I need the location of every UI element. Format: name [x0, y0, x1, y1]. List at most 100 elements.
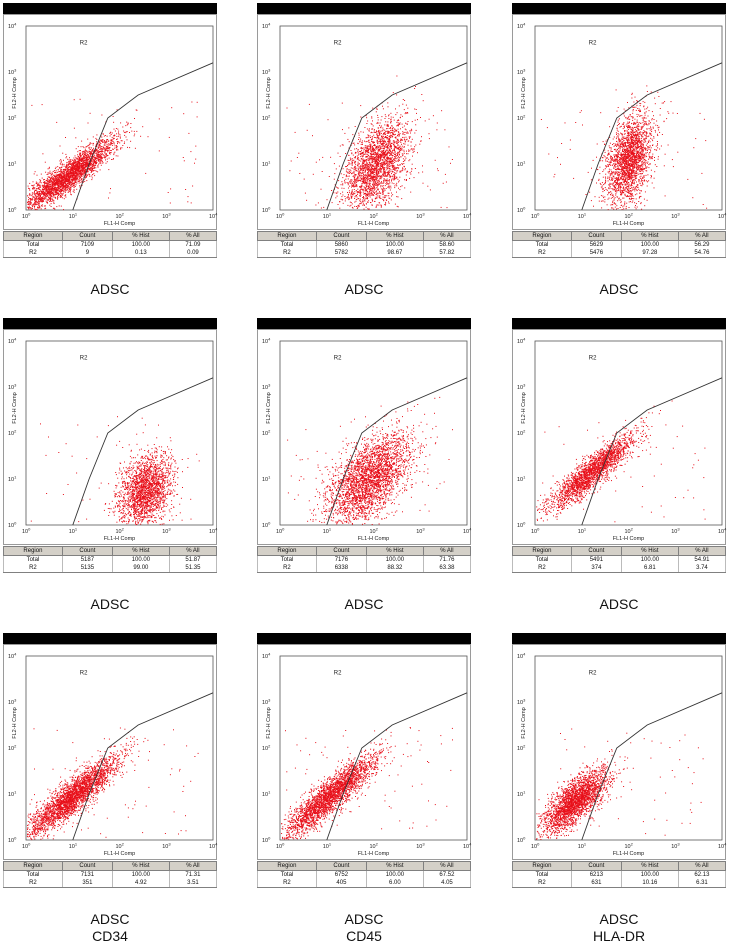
- event-dot: [364, 159, 366, 161]
- event-dot: [50, 196, 52, 198]
- event-dot: [376, 175, 378, 177]
- stats-cell: R2: [3, 249, 63, 258]
- event-dot: [397, 147, 399, 149]
- event-dot: [388, 114, 390, 116]
- event-dot: [39, 184, 41, 186]
- y-axis-label: FL2-H Comp: [12, 77, 18, 108]
- event-dot: [383, 132, 384, 134]
- event-dot: [72, 167, 74, 169]
- event-dot: [80, 170, 82, 172]
- event-dot: [43, 181, 45, 183]
- event-dot: [395, 146, 397, 148]
- event-dot: [365, 175, 367, 176]
- event-dot: [80, 153, 82, 155]
- x-tick-exponent: 0: [28, 212, 31, 217]
- event-dot: [65, 173, 67, 175]
- event-dot: [384, 146, 386, 148]
- event-dot: [118, 133, 120, 135]
- event-dot: [67, 179, 68, 181]
- event-dot: [45, 194, 47, 196]
- event-dot: [383, 171, 385, 173]
- event-dot: [382, 171, 384, 173]
- event-dot: [373, 185, 375, 187]
- event-dot: [341, 187, 343, 189]
- event-dot: [40, 186, 42, 188]
- event-dot: [57, 170, 59, 172]
- event-dot: [45, 207, 47, 209]
- event-dot: [360, 138, 362, 140]
- event-dot: [385, 203, 387, 205]
- event-dot: [383, 157, 385, 159]
- event-dot: [395, 114, 397, 116]
- event-dot: [44, 188, 46, 190]
- event-dot: [335, 168, 337, 170]
- event-dot: [367, 172, 368, 174]
- event-dot: [351, 186, 352, 188]
- event-dot: [408, 150, 410, 152]
- event-dot: [363, 160, 365, 162]
- event-dot: [404, 179, 406, 181]
- event-dot: [107, 155, 109, 156]
- event-dot: [55, 192, 57, 193]
- event-dot: [388, 138, 390, 140]
- event-dot: [384, 118, 386, 119]
- event-dot: [37, 197, 39, 199]
- event-dot: [108, 140, 110, 142]
- event-dot: [74, 168, 76, 170]
- event-dot: [357, 143, 359, 145]
- event-dot: [69, 186, 71, 188]
- event-dot: [48, 181, 50, 183]
- event-dot: [366, 183, 368, 185]
- event-dot: [339, 145, 341, 147]
- event-dot: [389, 141, 391, 142]
- event-dot: [369, 178, 370, 180]
- event-dot: [380, 141, 382, 143]
- event-dot: [359, 193, 361, 195]
- event-dot: [55, 190, 57, 191]
- event-dot: [109, 135, 111, 137]
- event-dot: [86, 160, 88, 162]
- event-dot: [394, 185, 396, 187]
- event-dot: [397, 154, 398, 156]
- event-dot: [373, 166, 375, 168]
- event-dot: [368, 159, 370, 161]
- event-dot: [40, 173, 42, 175]
- event-dot: [379, 159, 381, 161]
- event-dot: [34, 209, 36, 211]
- event-dot: [33, 187, 35, 189]
- event-dot: [413, 151, 415, 152]
- event-dot: [89, 157, 91, 159]
- event-dot: [142, 126, 144, 128]
- event-dot: [101, 148, 103, 149]
- event-dot: [386, 154, 388, 156]
- event-dot: [382, 160, 384, 162]
- event-dot: [303, 178, 305, 180]
- event-dot: [388, 148, 390, 150]
- event-dot: [368, 208, 370, 210]
- event-dot: [378, 195, 380, 197]
- event-dot: [371, 193, 373, 195]
- event-dot: [383, 149, 385, 151]
- event-dot: [363, 179, 365, 181]
- event-dot: [73, 179, 75, 180]
- event-dot: [376, 184, 378, 186]
- event-dot: [363, 182, 364, 183]
- event-dot: [370, 169, 372, 171]
- event-dot: [88, 144, 90, 146]
- event-dot: [380, 176, 382, 178]
- event-dot: [364, 170, 366, 172]
- event-dot: [395, 168, 397, 169]
- event-dot: [397, 160, 399, 162]
- event-dot: [352, 142, 354, 144]
- event-dot: [72, 180, 74, 182]
- event-dot: [390, 187, 392, 189]
- event-dot: [407, 107, 409, 109]
- event-dot: [365, 150, 366, 152]
- event-dot: [71, 178, 73, 180]
- event-dot: [367, 164, 369, 165]
- event-dot: [113, 141, 115, 143]
- event-dot: [371, 156, 372, 158]
- event-dot: [70, 169, 72, 171]
- event-dot: [47, 173, 49, 175]
- event-dot: [58, 180, 60, 182]
